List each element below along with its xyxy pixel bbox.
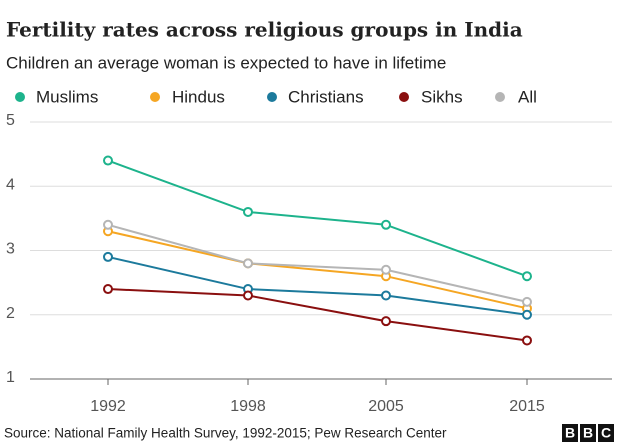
legend-marker <box>495 92 505 102</box>
logo-letter: B <box>565 425 575 441</box>
x-tick-label: 2015 <box>509 398 545 415</box>
legend-marker <box>15 92 25 102</box>
point <box>381 219 391 230</box>
point <box>381 290 391 301</box>
point <box>243 290 253 301</box>
point <box>103 155 113 166</box>
legend-label: Hindus <box>172 87 225 106</box>
chart-title: Fertility rates across religious groups … <box>6 18 523 42</box>
point <box>522 271 532 282</box>
point <box>522 309 532 320</box>
logo-letter: B <box>583 425 593 441</box>
logo-box <box>562 424 578 442</box>
y-tick-label: 2 <box>6 305 15 322</box>
point <box>103 251 113 262</box>
legend-label: Christians <box>288 87 364 106</box>
legend-label: All <box>518 87 537 106</box>
point <box>103 219 113 230</box>
point <box>103 284 113 295</box>
series-line <box>107 159 528 278</box>
point <box>381 316 391 327</box>
x-tick-label: 2005 <box>368 398 404 415</box>
legend-label: Sikhs <box>421 87 463 106</box>
y-tick-label: 5 <box>6 112 15 129</box>
source: Source: National Family Health Survey, 1… <box>4 426 447 441</box>
logo-letter: C <box>601 425 611 441</box>
point <box>381 264 391 275</box>
y-tick-label: 3 <box>6 241 15 258</box>
y-tick-label: 4 <box>6 176 15 193</box>
logo: B B C <box>562 424 614 442</box>
legend-marker <box>150 92 160 102</box>
point <box>522 335 532 346</box>
x-tick-label: 1992 <box>90 398 126 415</box>
x-tick-label: 1998 <box>230 398 266 415</box>
logo-box <box>580 424 596 442</box>
logo-box <box>598 424 614 442</box>
series-line <box>107 230 528 310</box>
legend-marker <box>399 92 409 102</box>
series-line <box>107 223 528 303</box>
series-line <box>107 288 528 342</box>
series-line <box>107 255 528 316</box>
y-tick-label: 1 <box>6 369 15 386</box>
point <box>243 258 253 269</box>
chart-subtitle: Children an average woman is expected to… <box>6 53 446 72</box>
legend-label: Muslims <box>36 87 98 106</box>
legend-marker <box>267 92 277 102</box>
point <box>522 296 532 307</box>
point <box>243 206 253 217</box>
